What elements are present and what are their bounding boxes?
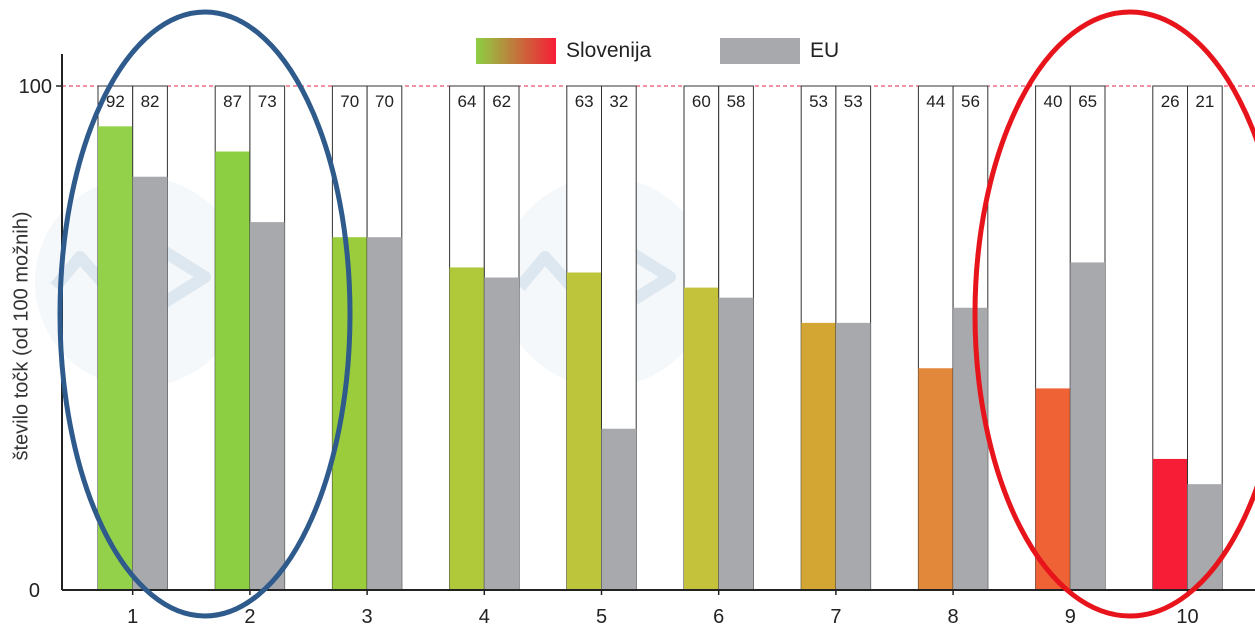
bar-slovenija — [918, 368, 954, 590]
bar-eu — [953, 307, 988, 590]
bar-eu — [601, 428, 637, 590]
data-label: 21 — [1195, 92, 1214, 111]
x-tick-label: 9 — [1065, 606, 1076, 628]
x-tick-label: 2 — [244, 606, 255, 628]
legend-swatch-slovenija — [476, 38, 556, 64]
bar-eu — [132, 176, 168, 590]
x-tick-label: 10 — [1176, 606, 1198, 628]
bar-slovenija — [684, 287, 719, 590]
bar-eu — [835, 322, 871, 590]
data-label: 87 — [223, 92, 242, 111]
data-label: 82 — [141, 92, 160, 111]
data-label: 32 — [609, 92, 628, 111]
y-tick-label: 100 — [19, 76, 52, 98]
x-tick-label: 3 — [362, 606, 373, 628]
legend-swatch-eu — [720, 38, 800, 64]
data-label: 92 — [106, 92, 125, 111]
x-tick-label: 5 — [596, 606, 607, 628]
watermark-logo-icon — [626, 246, 676, 308]
annotation-ellipse-right — [972, 9, 1255, 619]
data-label: 53 — [809, 92, 828, 111]
legend-item-slovenija: Slovenija — [476, 38, 651, 64]
x-tick-label: 7 — [830, 606, 841, 628]
data-label: 73 — [258, 92, 277, 111]
bar-slovenija — [1152, 458, 1188, 590]
legend-label-slovenija: Slovenija — [566, 39, 652, 62]
bar-eu — [718, 297, 754, 590]
data-label: 65 — [1078, 92, 1097, 111]
data-label: 58 — [727, 92, 746, 111]
data-label: 56 — [961, 92, 980, 111]
legend-item-eu: EU — [720, 38, 839, 64]
data-label: 62 — [492, 92, 511, 111]
bar-eu — [249, 222, 285, 590]
data-label: 60 — [692, 92, 711, 111]
y-tick-label: 0 — [29, 580, 40, 602]
x-tick-label: 6 — [713, 606, 724, 628]
data-label: 70 — [375, 92, 394, 111]
legend-label-eu: EU — [810, 39, 840, 62]
bar-slovenija — [98, 126, 133, 590]
data-label: 44 — [926, 92, 945, 111]
bar-slovenija — [215, 151, 250, 590]
annotation-ellipse-left — [57, 9, 353, 619]
bar-eu — [1187, 484, 1223, 590]
bar-eu — [367, 237, 402, 590]
bar-slovenija — [449, 267, 485, 590]
data-label: 40 — [1043, 92, 1062, 111]
watermark-logo-icon — [161, 246, 211, 308]
bar-slovenija — [1035, 388, 1071, 590]
x-tick-label: 1 — [127, 606, 138, 628]
bar-eu — [1070, 262, 1105, 590]
bar-eu — [484, 277, 519, 590]
bar-slovenija — [801, 322, 836, 590]
x-tick-label: 8 — [948, 606, 959, 628]
x-tick-label: 4 — [479, 606, 490, 628]
data-label: 70 — [340, 92, 359, 111]
data-label: 64 — [457, 92, 476, 111]
bar-slovenija — [566, 272, 602, 590]
y-axis-label: število točk (od 100 možnih) — [10, 211, 33, 461]
data-label: 63 — [575, 92, 594, 111]
data-label: 53 — [844, 92, 863, 111]
data-label: 26 — [1161, 92, 1180, 111]
